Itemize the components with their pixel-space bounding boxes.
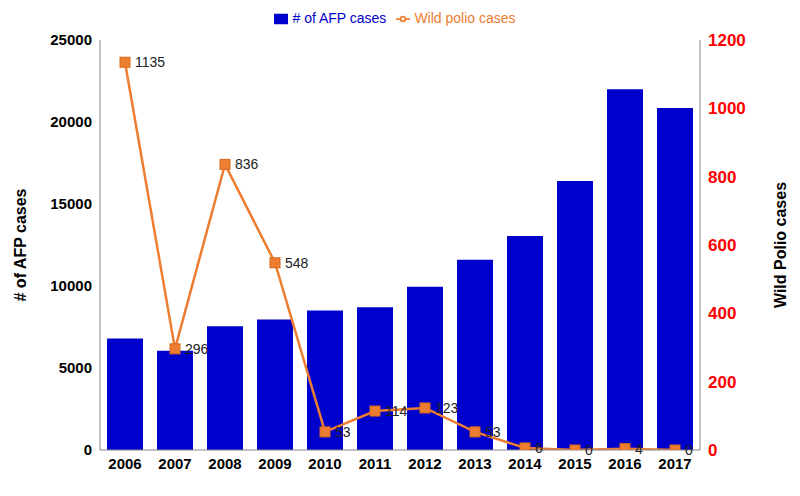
svg-text:2007: 2007 bbox=[158, 455, 191, 472]
svg-text:53: 53 bbox=[335, 424, 351, 440]
svg-text:2010: 2010 bbox=[308, 455, 341, 472]
svg-text:2013: 2013 bbox=[458, 455, 491, 472]
svg-text:296: 296 bbox=[185, 341, 209, 357]
svg-text:548: 548 bbox=[285, 255, 309, 271]
html-text:# of AFP cases: # of AFP cases bbox=[292, 10, 387, 26]
svg-text:4: 4 bbox=[635, 441, 643, 457]
svg-text:2015: 2015 bbox=[558, 454, 592, 472]
svg-text:600: 600 bbox=[708, 236, 736, 255]
svg-text:2006: 2006 bbox=[108, 455, 141, 472]
svg-text:Wild Polio cases: Wild Polio cases bbox=[772, 182, 789, 308]
svg-text:2009: 2009 bbox=[258, 455, 291, 472]
svg-text:20000: 20000 bbox=[50, 113, 92, 130]
svg-text:0: 0 bbox=[685, 442, 693, 458]
svg-text:1000: 1000 bbox=[708, 99, 746, 118]
svg-text:114: 114 bbox=[385, 403, 408, 419]
svg-text:836: 836 bbox=[235, 156, 259, 172]
svg-text:2017: 2017 bbox=[658, 454, 692, 472]
svg-text:2014: 2014 bbox=[508, 455, 542, 472]
svg-text:1135: 1135 bbox=[135, 54, 165, 70]
svg-text:2011: 2011 bbox=[359, 455, 392, 472]
svg-text:2008: 2008 bbox=[208, 455, 241, 472]
svg-text:0: 0 bbox=[84, 441, 92, 458]
svg-text:10000: 10000 bbox=[50, 277, 92, 294]
svg-text:200: 200 bbox=[708, 373, 736, 392]
svg-text:400: 400 bbox=[708, 304, 736, 323]
svg-text:800: 800 bbox=[708, 168, 736, 187]
svg-text:25000: 25000 bbox=[50, 31, 92, 48]
svg-text:15000: 15000 bbox=[50, 195, 92, 212]
svg-text:6: 6 bbox=[535, 440, 543, 456]
svg-text:2016: 2016 bbox=[608, 455, 641, 472]
svg-text:# of AFP cases: # of AFP cases bbox=[12, 188, 29, 301]
svg-text:2012: 2012 bbox=[408, 455, 441, 472]
svg-text:53: 53 bbox=[485, 424, 501, 440]
svg-text:1200: 1200 bbox=[708, 31, 746, 50]
svg-text:123: 123 bbox=[435, 400, 459, 416]
html-text:Wild polio cases: Wild polio cases bbox=[414, 10, 516, 26]
svg-text:0: 0 bbox=[585, 442, 593, 458]
svg-text:5000: 5000 bbox=[59, 359, 92, 376]
svg-text:0: 0 bbox=[708, 441, 717, 460]
